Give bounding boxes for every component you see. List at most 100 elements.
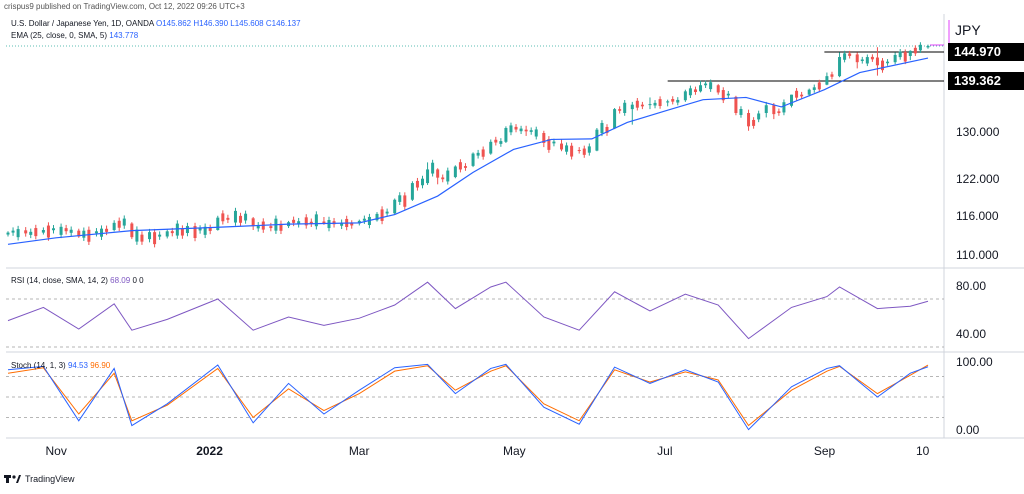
candle-up <box>94 231 98 234</box>
candle-down <box>292 219 296 223</box>
rsi-axis-tick: 80.00 <box>956 279 987 293</box>
price-legend: U.S. Dollar / Japanese Yen, 1D, OANDA O1… <box>11 19 301 28</box>
candle-down <box>458 162 462 170</box>
price-tag-lower: 139.362 <box>948 72 1024 90</box>
candle-up <box>297 221 301 225</box>
candle-down <box>582 148 586 155</box>
candle-down <box>560 143 564 150</box>
candle-up <box>175 223 179 236</box>
candle-down <box>795 90 799 98</box>
time-axis-tick: 2022 <box>196 444 223 458</box>
candle-up <box>534 129 538 137</box>
time-axis-tick: Nov <box>45 444 67 458</box>
tradingview-footer: TradingView <box>4 474 75 484</box>
stoch-legend-label: Stoch (14, 1, 3) <box>11 361 66 370</box>
candle-up <box>683 91 687 101</box>
candle-up <box>185 226 189 233</box>
candle-up <box>843 53 847 60</box>
candle-up <box>393 199 397 214</box>
candle-down <box>279 223 283 231</box>
candle-up <box>893 54 897 63</box>
time-axis-tick: Mar <box>348 444 370 458</box>
candle-up <box>158 234 162 237</box>
candle-up <box>739 109 743 115</box>
candle-up <box>807 89 811 95</box>
candle-down <box>208 227 212 231</box>
candle-down <box>547 139 551 150</box>
candle-up <box>51 228 55 231</box>
candle-down <box>117 220 121 228</box>
candle-up <box>112 222 116 230</box>
candle-up <box>431 162 435 174</box>
publisher-header: crispus9 published on TradingView.com, O… <box>4 2 245 11</box>
candle-up <box>613 109 617 129</box>
candle-down <box>269 226 273 229</box>
candle-down <box>577 150 581 152</box>
candle-up <box>519 128 523 132</box>
candle-down <box>24 230 28 234</box>
candle-down <box>734 96 738 114</box>
candle-down <box>848 53 852 56</box>
candle-up <box>421 178 425 186</box>
candle-down <box>239 215 243 223</box>
candle-up <box>476 152 480 156</box>
candle-up <box>82 230 86 238</box>
tradingview-footer-text: TradingView <box>25 474 75 484</box>
stoch-legend-k: 94.53 <box>67 361 88 370</box>
candle-down <box>542 133 546 143</box>
candle-down <box>635 100 639 108</box>
time-axis-tick: 10 <box>915 444 930 458</box>
ema-legend: EMA (25, close, 0, SMA, 5) 143.778 <box>11 31 138 40</box>
candle-up <box>233 210 237 223</box>
candle-up <box>69 229 73 233</box>
rsi-legend-extra: 0 0 <box>132 276 144 285</box>
candle-up <box>29 231 33 235</box>
candle-down <box>322 221 326 224</box>
candle-up <box>327 219 331 229</box>
candle-down <box>524 129 528 132</box>
candle-up <box>552 141 556 144</box>
candle-up <box>782 102 786 113</box>
rsi-axis-tick: 40.00 <box>956 327 987 341</box>
candle-down <box>913 47 917 54</box>
candle-down <box>221 213 225 222</box>
candle-down <box>46 225 50 238</box>
symbol-label: JPY <box>955 22 981 38</box>
candle-down <box>153 232 157 245</box>
candle-down <box>855 54 859 63</box>
candle-up <box>653 102 657 106</box>
stoch-legend-d: 96.90 <box>90 361 111 370</box>
candle-down <box>618 109 622 111</box>
candle-down <box>640 104 644 107</box>
candle-down <box>193 226 197 238</box>
candle-up <box>203 226 207 235</box>
time-axis-tick: May <box>502 444 526 458</box>
candle-down <box>605 126 609 133</box>
price-axis-tick: 110.000 <box>956 248 999 262</box>
candle-down <box>140 234 144 242</box>
candle-down <box>903 52 907 62</box>
price-tag-upper: 144.970 <box>948 43 1024 61</box>
candle-down <box>817 82 821 90</box>
candle-up <box>648 104 652 106</box>
candle-up <box>198 228 202 231</box>
stoch-k-line <box>7 363 929 431</box>
candle-up <box>357 220 361 224</box>
candle-down <box>436 169 440 178</box>
candle-down <box>752 119 756 126</box>
candle-up <box>898 51 902 58</box>
price-legend-ohlc: O145.862 H146.390 L145.608 C146.137 <box>155 19 301 28</box>
candle-up <box>6 232 10 235</box>
candle-down <box>870 56 874 60</box>
candle-up <box>509 125 513 133</box>
time-axis-tick: Sep <box>813 444 836 458</box>
candle-down <box>570 145 574 157</box>
rsi-legend: RSI (14, close, SMA, 14, 2) 68.09 0 0 <box>11 276 144 285</box>
candle-down <box>34 228 38 237</box>
price-axis-tick: 122.000 <box>956 172 1000 186</box>
candle-down <box>481 149 485 157</box>
ema-legend-label: EMA (25, close, 0, SMA, 5) <box>11 31 108 40</box>
candle-down <box>403 195 407 207</box>
stoch-d-line <box>7 364 929 427</box>
